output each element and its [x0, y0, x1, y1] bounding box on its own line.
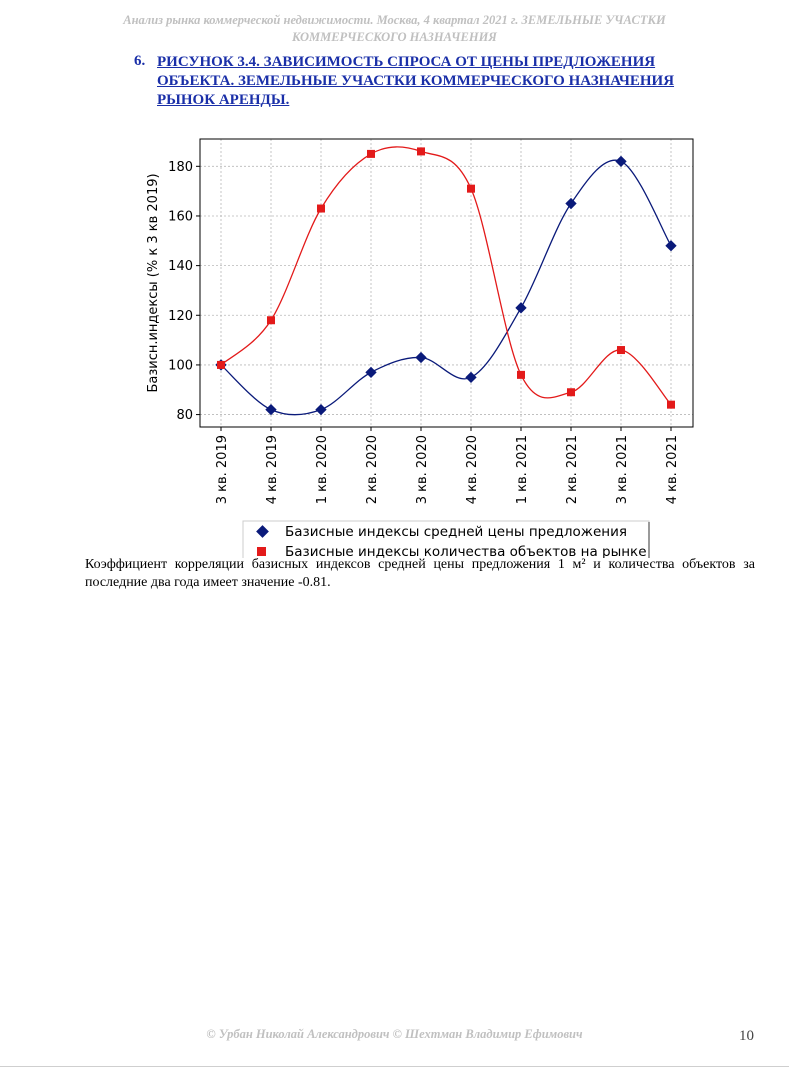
- footer-copyright: © Урбан Николай Александрович © Шехтман …: [206, 1027, 583, 1041]
- running-header: Анализ рынка коммерческой недвижимости. …: [0, 12, 789, 46]
- figure-number: 6.: [134, 53, 146, 69]
- x-tick-label: 3 кв. 2020: [415, 435, 430, 504]
- index-chart: 80 100 120 140 160 180 3 кв. 2019 4 кв. 2019 1 …: [146, 138, 694, 558]
- point-price: [365, 366, 377, 379]
- point-price: [465, 371, 477, 384]
- point-price: [615, 155, 627, 168]
- point-count: [367, 149, 375, 158]
- page-bottom-rule: [0, 1066, 789, 1067]
- y-axis: 80 100 120 140 160 180: [168, 160, 200, 423]
- header-line-1: Анализ рынка коммерческой недвижимости. …: [123, 13, 666, 27]
- point-price: [515, 302, 527, 314]
- legend-marker-count: [257, 547, 266, 556]
- point-count: [317, 204, 325, 213]
- x-tick-label: 1 кв. 2021: [515, 435, 530, 504]
- correlation-paragraph: Коэффициент корреляции базисных индексов…: [85, 557, 755, 590]
- point-count: [217, 360, 225, 369]
- page-number: 10: [739, 1028, 754, 1044]
- x-tick-label: 3 кв. 2019: [215, 435, 230, 504]
- y-axis-label: Базисн.индексы (% к 3 кв 2019): [146, 173, 161, 392]
- legend-label-price: Базисные индексы средней цены предложени…: [285, 524, 627, 540]
- x-tick-label: 1 кв. 2020: [315, 435, 330, 504]
- y-tick-label: 120: [168, 309, 193, 324]
- point-count: [667, 400, 675, 409]
- point-count: [267, 316, 275, 325]
- point-price: [265, 403, 277, 416]
- point-count: [467, 184, 475, 193]
- point-count: [517, 370, 525, 379]
- point-price: [415, 351, 427, 364]
- x-tick-label: 4 кв. 2020: [465, 435, 480, 504]
- y-tick-label: 180: [168, 160, 193, 175]
- x-axis: 3 кв. 2019 4 кв. 2019 1 кв. 2020 2 кв. 2020…: [215, 427, 680, 504]
- x-tick-label: 3 кв. 2021: [615, 435, 630, 504]
- y-tick-label: 80: [176, 408, 193, 423]
- series-line-1: [220, 146, 672, 406]
- series-line-0: [220, 159, 672, 416]
- legend-label-count: Базисные индексы количества объектов на …: [285, 544, 647, 558]
- point-price: [565, 197, 577, 210]
- point-price: [665, 240, 677, 252]
- figure-title[interactable]: РИСУНОК 3.4. ЗАВИСИМОСТЬ СПРОСА ОТ ЦЕНЫ …: [157, 54, 675, 108]
- y-tick-label: 160: [168, 209, 193, 224]
- y-tick-label: 100: [168, 358, 193, 373]
- point-count: [617, 346, 625, 355]
- legend: Базисные индексы средней цены предложени…: [242, 520, 650, 558]
- x-tick-label: 2 кв. 2021: [565, 435, 580, 504]
- y-tick-label: 140: [168, 259, 193, 274]
- plot-frame: [199, 138, 694, 428]
- x-tick-label: 2 кв. 2020: [365, 435, 380, 504]
- point-count: [567, 388, 575, 397]
- chart-grid: [200, 139, 693, 427]
- x-tick-label: 4 кв. 2021: [665, 435, 680, 504]
- point-count: [417, 147, 425, 156]
- chart-series: [215, 146, 677, 416]
- x-tick-label: 4 кв. 2019: [265, 435, 280, 504]
- header-line-2: КОММЕРЧЕСКОГО НАЗНАЧЕНИЯ: [292, 30, 497, 44]
- point-price: [315, 403, 327, 416]
